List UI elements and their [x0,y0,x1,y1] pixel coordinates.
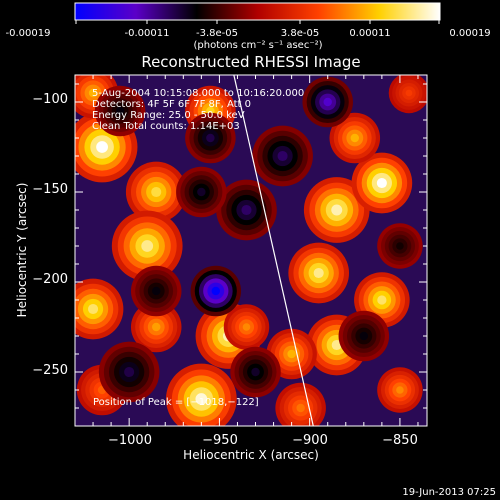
y-tick-label-2: −200 [32,272,68,287]
heatmap-blob [125,161,187,223]
heatmap-blob-level [251,367,260,377]
heatmap-blob-level [115,106,125,116]
heatmap-blob [130,265,182,317]
heatmap [75,75,427,426]
x-tick-label-3: −850 [382,433,418,448]
heatmap-blob-level [124,366,135,378]
heatmap-blob-level [396,242,404,250]
heatmap-blob [165,363,237,426]
heatmap-blob-level [359,331,369,341]
heatmap-blob [98,341,160,403]
colorbar-tick-label-0: -0.00019 [6,28,51,39]
heatmap-blob-level [296,403,305,413]
heatmap-blob-level [377,295,387,305]
heatmap-blob-level [241,204,252,216]
solar-limb-line [233,75,314,426]
annotation-energy-range: Energy Range: 25.0 - 50.0 keV [92,110,245,121]
y-tick-label-1: −150 [32,182,68,197]
x-tick-label-1: −950 [202,433,238,448]
heatmap-blob [377,367,423,413]
heatmap-blob-level [88,88,98,98]
annotation-detectors: Detectors: 4F 5F 6F 7F 8F, Att 0 [92,99,251,110]
annotation-time-range: 5-Aug-2004 10:15:08.000 to 10:16:20.000 [92,88,304,99]
heatmap-blob-level [88,303,99,315]
heatmap-blob [288,242,350,304]
heatmap-blob-level [151,186,162,198]
heatmap-blob [303,177,370,243]
heatmap-blob [130,301,182,353]
colorbar-tick-label-5: 0.00019 [449,28,490,39]
x-tick-label-0: −1000 [108,433,152,448]
heatmap-blob [230,346,281,398]
y-tick-label-3: −250 [32,363,68,378]
chart-title: Reconstructed RHESSI Image [141,53,360,71]
plot-frame [74,74,428,427]
heatmap-blob [252,125,313,187]
heatmap-blob-level [152,286,161,296]
render-timestamp: 19-Jun-2013 07:25 [402,487,496,498]
heatmap-blob-level [141,240,154,252]
heatmap-blob-level [152,322,161,332]
heatmap-blob-level [331,339,342,351]
y-tick-label-0: −100 [32,92,68,107]
colorbar-tick-label-3: 3.8e-05 [281,28,319,39]
heatmap-blob-level [405,89,413,97]
heatmap-blob [185,112,236,164]
heatmap-blob-level [242,323,251,331]
x-tick-label-2: −900 [292,433,328,448]
heatmap-blob-level [195,393,208,405]
heatmap-blob [223,304,270,350]
heatmap-blob-level [396,386,404,394]
heatmap-blob-level [197,187,206,197]
heatmap-blob-level [350,133,360,143]
colorbar-tick-label-4: 0.00011 [349,28,390,39]
heatmap-blob-level [331,204,343,216]
colorbar-ticks [75,20,440,24]
heatmap-blob [302,76,353,128]
heatmap-blob-level [211,286,221,296]
colorbar-units-label: (photons cm⁻² s⁻¹ asec⁻²) [193,40,322,51]
colorbar [74,2,441,21]
annotation-clean-counts: Clean Total counts: 1.14E+03 [92,121,240,132]
heatmap-blob [111,210,183,282]
axis-ticks [75,75,427,427]
x-axis-label: Heliocentric X (arcsec) [183,448,319,462]
heatmap-blob [338,310,390,362]
heatmap-blob [388,75,427,114]
heatmap-blob-level [313,267,324,279]
heatmap-blob [275,382,326,426]
y-axis-label: Heliocentric Y (arcsec) [15,183,29,318]
colorbar-tick-label-2: -3.8e-05 [196,28,238,39]
heatmap-blob [75,278,124,340]
heatmap-blob-level [206,133,215,143]
heatmap-blob-level [277,150,288,162]
heatmap-blob [94,85,146,137]
heatmap-blob [329,112,381,164]
heatmap-blob-level [376,177,387,189]
heatmap-blob [377,223,423,269]
heatmap-blob-level [96,141,108,153]
colorbar-tick-label-1: -0.00011 [125,28,170,39]
heatmap-blob [190,265,242,317]
heatmap-blob [176,166,227,218]
heatmap-blob-level [287,349,296,359]
heatmap-blob [216,179,277,241]
heatmap-blob [351,152,413,214]
heatmap-blob-level [323,97,332,107]
annotation-peak-position: Position of Peak = [−1018,−122] [93,397,259,408]
